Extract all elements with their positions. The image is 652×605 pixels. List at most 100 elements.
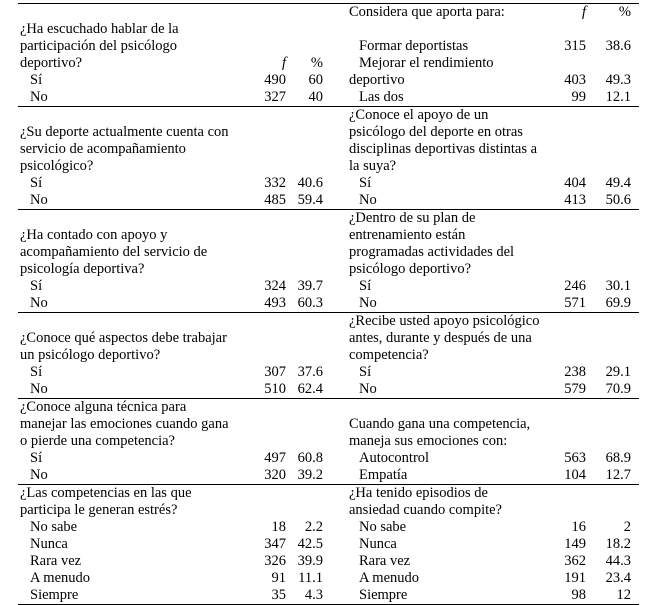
frequency-value: [250, 244, 286, 261]
question-text-row: manejar las emociones cuando gana: [18, 416, 342, 433]
frequency-value: 326: [264, 553, 286, 569]
question-text-row: ¿Ha contado con apoyo y: [18, 227, 342, 244]
percent-value: 40: [308, 89, 324, 105]
frequency-value: 563: [564, 450, 586, 466]
question-block: ¿Las competencias en las que participa le…: [18, 485, 639, 605]
percent-value: 59.4: [297, 192, 323, 208]
percent-value: [586, 347, 631, 364]
row-label: ¿Conoce alguna técnica para: [20, 399, 187, 415]
question-block: ¿Conoce qué aspectos debe trabajar un psi…: [18, 313, 639, 399]
right-question-cell: ¿Dentro de su plan de entrenamiento están…: [342, 210, 639, 312]
percent-value: 12.1: [605, 89, 631, 105]
row-label: Siempre: [30, 587, 79, 603]
percent-value: 60.3: [297, 295, 323, 311]
frequency-value: [250, 399, 286, 416]
percent-value: 11.1: [298, 570, 323, 586]
percent-value: [586, 502, 631, 519]
frequency-value: [550, 502, 586, 519]
frequency-value: 307: [264, 364, 286, 380]
frequency-value: 99: [571, 89, 587, 105]
percent-value: [586, 261, 631, 278]
row-label: No: [30, 295, 48, 311]
percent-value: 70.9: [605, 381, 631, 397]
row-label: ansiedad cuando compite?: [349, 502, 502, 518]
frequency-value: 490: [264, 72, 286, 88]
row-label: ¿Recibe usted apoyo psicológico: [349, 313, 540, 329]
frequency-value: [250, 227, 286, 244]
row-label: Sí: [30, 175, 43, 191]
table-row: Sí 238 29.1: [342, 364, 639, 381]
percent-value: [286, 141, 323, 158]
table-row: No sabe 16 2: [342, 519, 639, 536]
table-row: No 579 70.9: [342, 381, 639, 398]
row-label: deportivo?: [20, 55, 83, 71]
row-label: Rara vez: [30, 553, 82, 569]
frequency-value: [550, 244, 586, 261]
percent-value: 18.2: [605, 536, 631, 552]
row-label: ¿Conoce el apoyo de un: [349, 107, 489, 123]
table-row: A menudo 91 11.1: [18, 570, 342, 587]
frequency-value: [550, 210, 586, 227]
frequency-header: f: [281, 55, 286, 71]
row-label: participa le generan estrés?: [20, 502, 178, 518]
percent-value: [286, 433, 323, 450]
row-label: ¿Ha escuchado hablar de la: [20, 21, 179, 37]
table-row: No 320 39.2: [18, 467, 342, 484]
frequency-value: 246: [564, 278, 586, 294]
percent-value: [286, 416, 323, 433]
frequency-value: 362: [564, 553, 586, 569]
right-question-cell: ¿Ha tenido episodios de ansiedad cuando c…: [342, 485, 639, 604]
frequency-value: 315: [564, 38, 586, 54]
percent-header: %: [310, 55, 323, 71]
question-text-row: psicológico?: [18, 158, 342, 175]
table-row: Sí 497 60.8: [18, 450, 342, 467]
row-label: Empatía: [359, 467, 408, 483]
table-row: Autocontrol 563 68.9: [342, 450, 639, 467]
row-label: psicología deportiva?: [20, 261, 145, 277]
row-label: psicológico?: [20, 158, 94, 174]
row-label: Nunca: [30, 536, 68, 552]
row-label: participación del psicólogo: [20, 38, 178, 54]
table-row: No 485 59.4: [18, 192, 342, 209]
percent-value: [586, 244, 631, 261]
row-label: Formar deportistas: [359, 38, 469, 54]
percent-value: 39.7: [297, 278, 323, 294]
frequency-value: 35: [271, 587, 287, 603]
frequency-value: [250, 38, 286, 55]
row-label: No: [30, 381, 48, 397]
left-question-cell: ¿Ha contado con apoyo y acompañamiento de…: [18, 210, 342, 312]
question-text-row: acompañamiento del servicio de: [18, 244, 342, 261]
row-label: A menudo: [359, 570, 420, 586]
row-label: No sabe: [30, 519, 78, 535]
frequency-value: [550, 433, 586, 450]
percent-value: 2.2: [304, 519, 323, 535]
table-row: Siempre 98 12: [342, 587, 639, 604]
frequency-value: 404: [564, 175, 586, 191]
frequency-value: [550, 55, 586, 72]
table-row: Las dos 99 12.1: [342, 89, 639, 106]
question-text-row: ansiedad cuando compite?: [342, 502, 639, 519]
frequency-value: [550, 485, 586, 502]
row-label: A menudo: [30, 570, 91, 586]
frequency-value: [250, 502, 286, 519]
percent-value: [586, 433, 631, 450]
row-label: Sí: [30, 278, 43, 294]
left-question-cell: ¿Conoce qué aspectos debe trabajar un psi…: [18, 313, 342, 398]
row-label: Las dos: [359, 89, 404, 105]
row-label: Sí: [359, 175, 372, 191]
row-label: Sí: [30, 450, 43, 466]
percent-value: [586, 227, 631, 244]
frequency-value: 497: [264, 450, 286, 466]
row-label: manejar las emociones cuando gana: [20, 416, 229, 432]
percent-value: [286, 485, 323, 502]
percent-value: [586, 55, 631, 72]
percent-value: 60: [308, 72, 324, 88]
table-row: Nunca 347 42.5: [18, 536, 342, 553]
frequency-value: [250, 485, 286, 502]
question-text-row: ¿Conoce el apoyo de un: [342, 107, 639, 124]
frequency-value: [550, 261, 586, 278]
table-row: deportivo? f%: [18, 55, 342, 72]
frequency-value: [550, 107, 586, 124]
question-text-row: maneja sus emociones con:: [342, 433, 639, 450]
frequency-value: 91: [271, 570, 287, 586]
